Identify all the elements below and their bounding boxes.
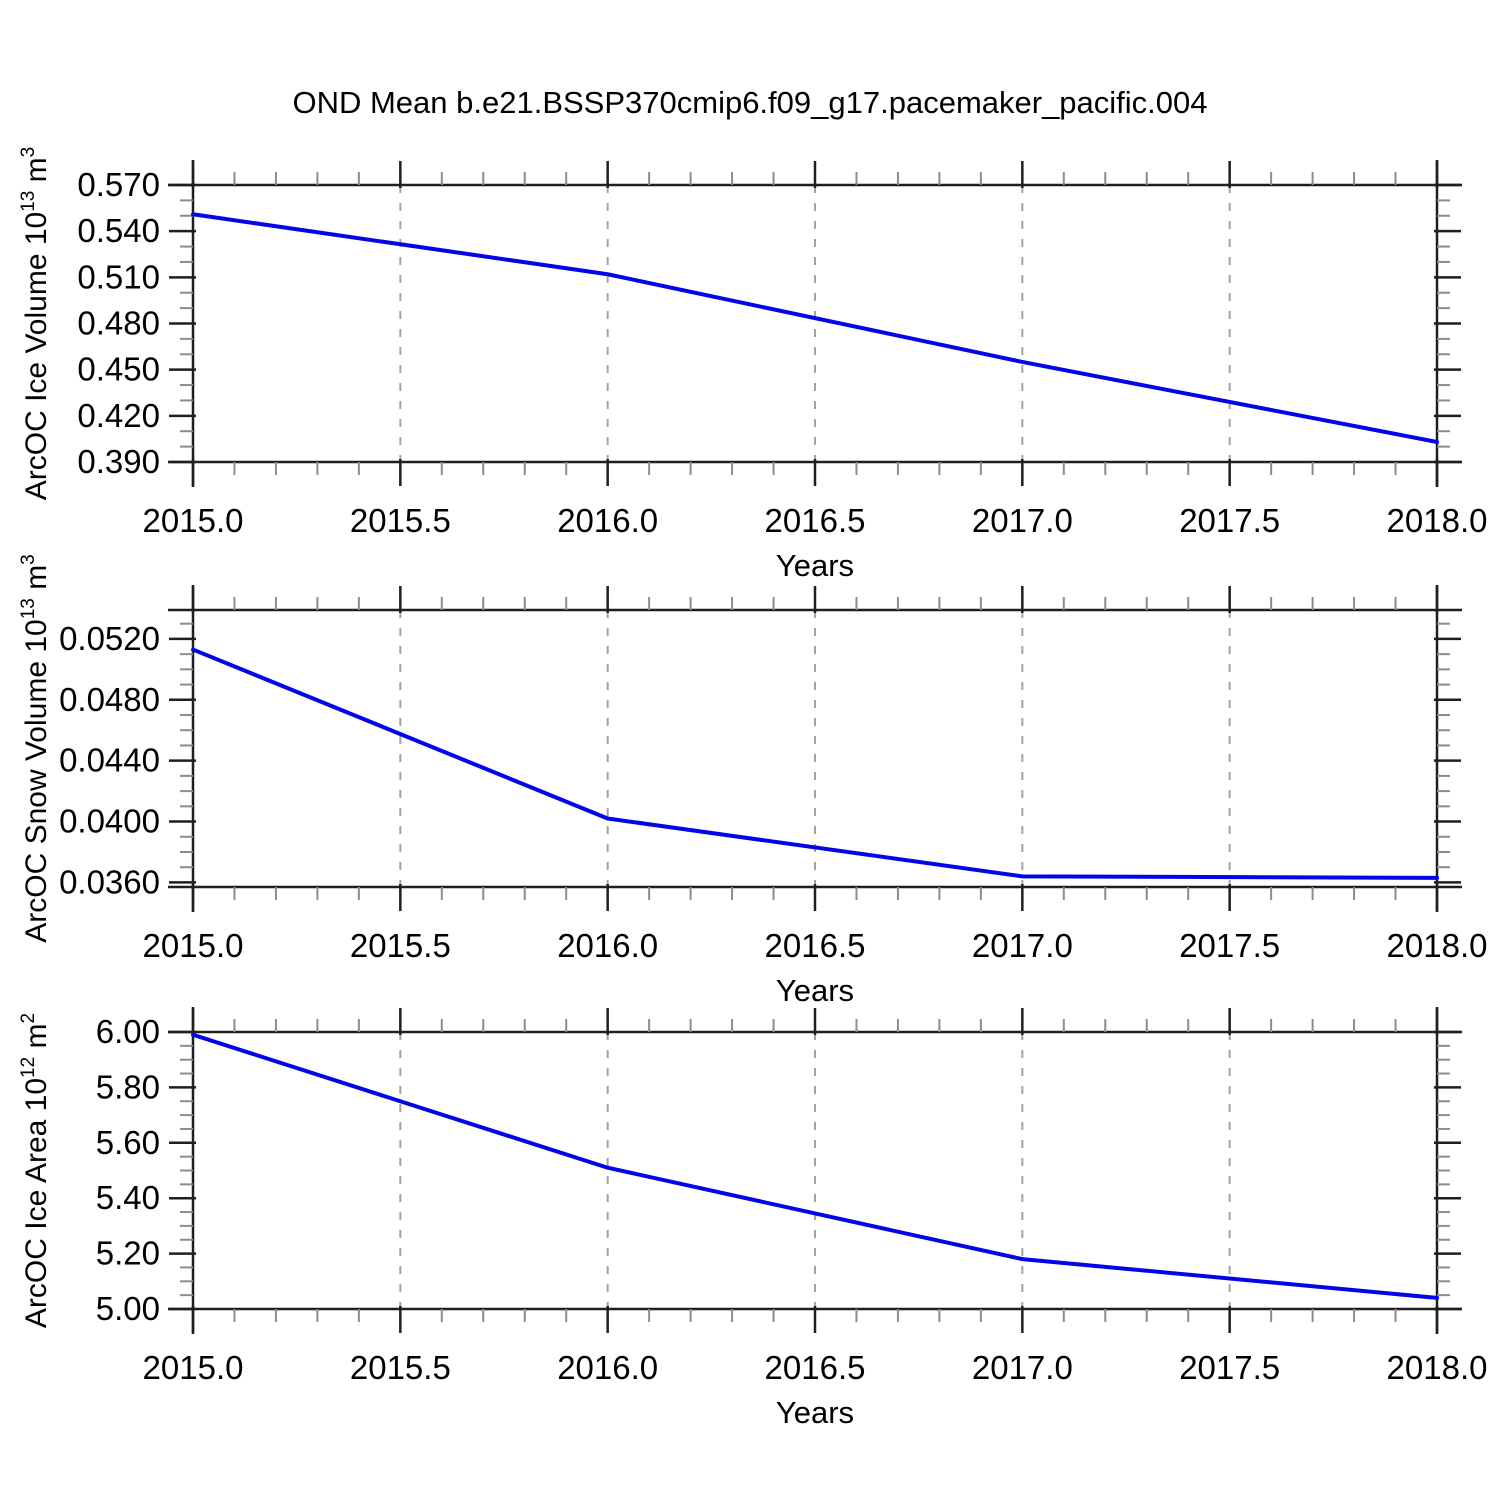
y-tick-label: 0.480: [77, 305, 160, 342]
x-tick-label: 2018.0: [1387, 502, 1488, 539]
x-axis-title: Years: [776, 1395, 854, 1430]
x-tick-label: 2018.0: [1387, 927, 1488, 964]
y-tick-label: 0.570: [77, 166, 160, 203]
y-tick-label: 0.0400: [59, 803, 160, 840]
x-tick-label: 2016.0: [557, 927, 658, 964]
y-tick-label: 0.0360: [59, 863, 160, 900]
y-tick-label: 0.390: [77, 443, 160, 480]
x-axis-title: Years: [776, 973, 854, 1008]
y-tick-label: 5.40: [96, 1179, 160, 1216]
y-tick-label: 5.20: [96, 1235, 160, 1272]
panel-3: 5.00 5.20 5.40 5.60 5.80 6.00 2015.0 2015.5 2016…: [18, 1007, 1487, 1430]
panel-1: 0.390 0.420 0.450 0.480 0.510 0.540 0.570 2015.…: [18, 147, 1487, 583]
x-tick-label: 2016.0: [557, 502, 658, 539]
x-axis-title: Years: [776, 548, 854, 583]
x-tick-label: 2017.0: [972, 927, 1073, 964]
y-tick-label: 0.450: [77, 351, 160, 388]
y-tick-label: 5.60: [96, 1124, 160, 1161]
x-tick-label: 2015.5: [350, 927, 451, 964]
y-tick-label: 0.0480: [59, 681, 160, 718]
x-tick-label: 2017.5: [1179, 502, 1280, 539]
x-tick-label: 2017.5: [1179, 1349, 1280, 1386]
x-tick-label: 2015.5: [350, 502, 451, 539]
series-line: [191, 212, 1439, 444]
x-tick-label: 2015.5: [350, 1349, 451, 1386]
x-tick-label: 2015.0: [143, 502, 244, 539]
series-line: [191, 1032, 1439, 1300]
x-tick-label: 2016.5: [765, 1349, 866, 1386]
x-tick-label: 2016.5: [765, 502, 866, 539]
x-tick-label: 2017.0: [972, 502, 1073, 539]
x-tick-label: 2018.0: [1387, 1349, 1488, 1386]
x-tick-label: 2017.5: [1179, 927, 1280, 964]
series-line: [191, 647, 1439, 880]
y-tick-label: 0.0440: [59, 742, 160, 779]
x-tick-label: 2015.0: [143, 1349, 244, 1386]
figure-title: OND Mean b.e21.BSSP370cmip6.f09_g17.pace…: [292, 85, 1208, 120]
y-tick-label: 0.0520: [59, 620, 160, 657]
y-axis-title: ArcOC Snow Volume 1013 m3: [18, 554, 53, 943]
y-axis-title: ArcOC Ice Volume 1013 m3: [18, 147, 53, 501]
x-tick-label: 2017.0: [972, 1349, 1073, 1386]
y-tick-label: 0.420: [77, 397, 160, 434]
x-tick-label: 2015.0: [143, 927, 244, 964]
x-tick-label: 2016.5: [765, 927, 866, 964]
y-tick-label: 0.510: [77, 258, 160, 295]
panel-2: 0.0360 0.0400 0.0440 0.0480 0.0520 2015.0 2015…: [18, 554, 1487, 1008]
y-tick-label: 5.00: [96, 1290, 160, 1327]
y-axis-title: ArcOC Ice Area 1012 m2: [18, 1013, 53, 1328]
y-tick-label: 6.00: [96, 1013, 160, 1050]
x-tick-label: 2016.0: [557, 1349, 658, 1386]
y-tick-label: 5.80: [96, 1068, 160, 1105]
y-tick-label: 0.540: [77, 212, 160, 249]
